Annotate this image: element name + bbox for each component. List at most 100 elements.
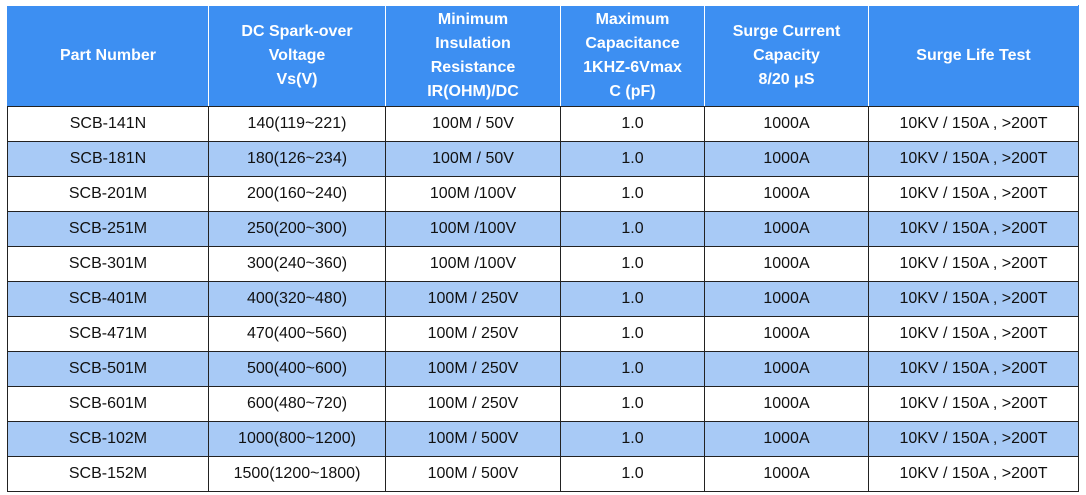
table-cell: 1000A <box>704 106 869 142</box>
table-cell: 470(400~560) <box>208 316 386 352</box>
table-row: SCB-181N 180(126~234) 100M / 50V 1.0 1000A 10… <box>7 141 1079 177</box>
table-cell: 10KV / 150A , >200T <box>868 141 1079 177</box>
table-cell: 500(400~600) <box>208 351 386 387</box>
table-cell: 1.0 <box>560 281 705 317</box>
table-row: SCB-601M 600(480~720) 100M / 250V 1.0 1000A 1… <box>7 386 1079 422</box>
table-cell: 1000A <box>704 456 869 492</box>
table-cell: 250(200~300) <box>208 211 386 247</box>
table-cell: 10KV / 150A , >200T <box>868 281 1079 317</box>
table-cell: 100M / 500V <box>385 456 561 492</box>
table-cell: 100M / 50V <box>385 106 561 142</box>
table-cell: SCB-181N <box>7 141 209 177</box>
table-cell: 10KV / 150A , >200T <box>868 351 1079 387</box>
table-cell: SCB-501M <box>7 351 209 387</box>
table-row: SCB-251M 250(200~300) 100M /100V 1.0 1000A 10… <box>7 211 1079 247</box>
header-cell: Part Number <box>7 5 209 107</box>
table-cell: 100M / 250V <box>385 316 561 352</box>
table-cell: SCB-201M <box>7 176 209 212</box>
table-cell: SCB-471M <box>7 316 209 352</box>
table-cell: 200(160~240) <box>208 176 386 212</box>
table-cell: 1000A <box>704 281 869 317</box>
table-cell: 100M / 250V <box>385 351 561 387</box>
table-cell: SCB-141N <box>7 106 209 142</box>
table-cell: 100M / 500V <box>385 421 561 457</box>
table-cell: 100M / 250V <box>385 281 561 317</box>
table-row: SCB-501M 500(400~600) 100M / 250V 1.0 1000A 1… <box>7 351 1079 387</box>
table-cell: SCB-102M <box>7 421 209 457</box>
table-cell: 10KV / 150A , >200T <box>868 176 1079 212</box>
header-row: Part Number DC Spark-over Voltage Vs(V) Mini… <box>7 5 1079 107</box>
table-cell: 1000A <box>704 211 869 247</box>
header-line: Voltage <box>268 47 326 64</box>
header-cell: Surge Life Test <box>868 5 1079 107</box>
table-cell: SCB-601M <box>7 386 209 422</box>
header-line: 8/20 μS <box>758 71 815 88</box>
header-line: Capacitance <box>585 35 680 52</box>
header-line: Maximum <box>595 11 670 28</box>
header-line: Surge Life Test <box>916 47 1031 64</box>
header-line: Part Number <box>59 47 157 64</box>
table-cell: 1.0 <box>560 176 705 212</box>
header-line: Vs(V) <box>276 71 318 88</box>
table-row: SCB-201M 200(160~240) 100M /100V 1.0 1000A 10… <box>7 176 1079 212</box>
table-cell: 1000A <box>704 386 869 422</box>
table-cell: 100M / 50V <box>385 141 561 177</box>
header-line: C (pF) <box>609 83 656 100</box>
table-cell: 10KV / 150A , >200T <box>868 386 1079 422</box>
table-cell: 1000(800~1200) <box>208 421 386 457</box>
table-cell: 1000A <box>704 421 869 457</box>
table-cell: 1.0 <box>560 106 705 142</box>
table-cell: 1.0 <box>560 141 705 177</box>
table-cell: 100M / 250V <box>385 386 561 422</box>
table-cell: 10KV / 150A , >200T <box>868 316 1079 352</box>
table-cell: 10KV / 150A , >200T <box>868 211 1079 247</box>
spec-table: Part Number DC Spark-over Voltage Vs(V) Mini… <box>7 5 1079 492</box>
table-cell: 1000A <box>704 141 869 177</box>
table-cell: 10KV / 150A , >200T <box>868 456 1079 492</box>
table-cell: 1.0 <box>560 316 705 352</box>
header-line: Minimum <box>437 11 509 28</box>
header-line: IR(OHM)/DC <box>427 83 519 100</box>
table-body: SCB-141N 140(119~221) 100M / 50V 1.0 1000A 10… <box>7 106 1079 492</box>
header-cell: Surge Current Capacity 8/20 μS <box>704 5 869 107</box>
table-cell: 1.0 <box>560 211 705 247</box>
table-cell: 10KV / 150A , >200T <box>868 421 1079 457</box>
header-cell: Minimum Insulation Resistance IR(OHM)/DC <box>385 5 561 107</box>
table-cell: SCB-301M <box>7 246 209 282</box>
header-cell: Maximum Capacitance 1KHZ-6Vmax C (pF) <box>560 5 705 107</box>
table-cell: 1.0 <box>560 246 705 282</box>
table-cell: 100M /100V <box>385 211 561 247</box>
table-cell: 100M /100V <box>385 176 561 212</box>
table-cell: 1000A <box>704 316 869 352</box>
table-cell: SCB-152M <box>7 456 209 492</box>
header-line: Surge Current <box>732 23 841 40</box>
table-row: SCB-152M 1500(1200~1800) 100M / 500V 1.0 100… <box>7 456 1079 492</box>
table-row: SCB-471M 470(400~560) 100M / 250V 1.0 1000A 1… <box>7 316 1079 352</box>
header-line: Insulation <box>435 35 511 52</box>
table-cell: 100M /100V <box>385 246 561 282</box>
header-line: Resistance <box>430 59 516 76</box>
header-line: DC Spark-over <box>241 23 353 40</box>
table-cell: 1.0 <box>560 421 705 457</box>
table-cell: 1.0 <box>560 351 705 387</box>
table-cell: SCB-251M <box>7 211 209 247</box>
table-cell: 10KV / 150A , >200T <box>868 246 1079 282</box>
header-line: Capacity <box>753 47 820 64</box>
table-cell: 1000A <box>704 246 869 282</box>
table-cell: 600(480~720) <box>208 386 386 422</box>
table-cell: 300(240~360) <box>208 246 386 282</box>
table-cell: 1500(1200~1800) <box>208 456 386 492</box>
table-cell: 140(119~221) <box>208 106 386 142</box>
table-cell: 1.0 <box>560 456 705 492</box>
table-cell: 180(126~234) <box>208 141 386 177</box>
table-cell: 400(320~480) <box>208 281 386 317</box>
table-row: SCB-401M 400(320~480) 100M / 250V 1.0 1000A 1… <box>7 281 1079 317</box>
table-cell: 10KV / 150A , >200T <box>868 106 1079 142</box>
table-cell: 1.0 <box>560 386 705 422</box>
table-cell: 1000A <box>704 176 869 212</box>
table-row: SCB-301M 300(240~360) 100M /100V 1.0 1000A 10… <box>7 246 1079 282</box>
table-row: SCB-141N 140(119~221) 100M / 50V 1.0 1000A 10… <box>7 106 1079 142</box>
table-cell: 1000A <box>704 351 869 387</box>
table-row: SCB-102M 1000(800~1200) 100M / 500V 1.0 1000… <box>7 421 1079 457</box>
